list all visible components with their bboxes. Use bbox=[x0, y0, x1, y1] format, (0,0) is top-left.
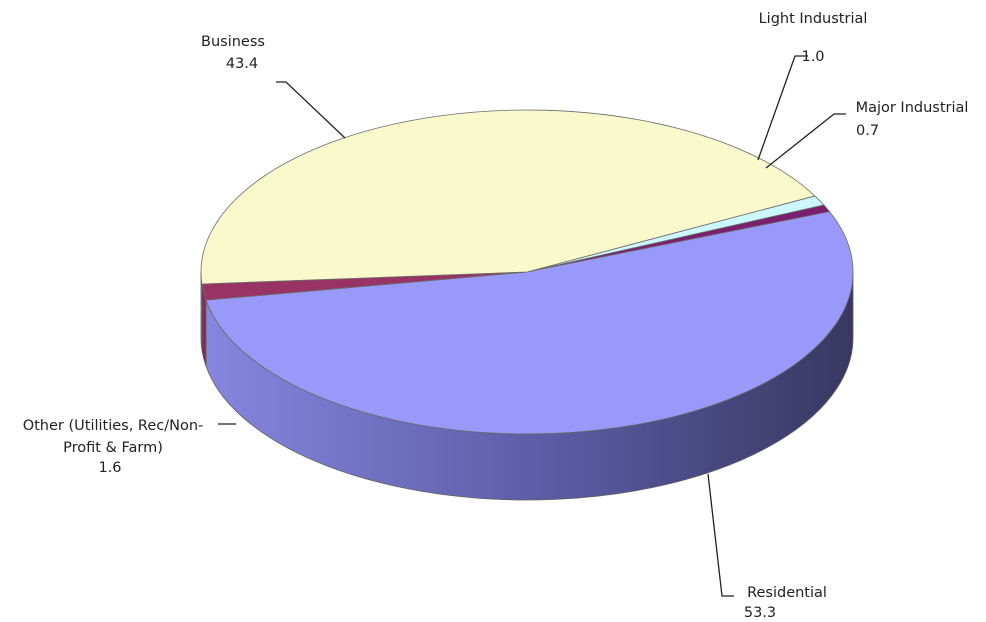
label-light-industrial: Light Industrial 1.0 bbox=[759, 11, 868, 65]
label-residential-name: Residential bbox=[747, 585, 827, 601]
leader-line-major-industrial bbox=[765, 113, 846, 169]
label-major-industrial-name: Major Industrial bbox=[856, 100, 969, 116]
leader-line-residential bbox=[707, 473, 734, 597]
label-business-name: Business bbox=[201, 34, 265, 50]
label-other-value: 1.6 bbox=[98, 460, 121, 476]
label-other-line2: Profit & Farm) bbox=[63, 440, 163, 456]
label-residential: Residential 53.3 bbox=[744, 585, 827, 621]
leader-line-light-industrial bbox=[757, 55, 808, 161]
leader-line-business bbox=[276, 81, 346, 139]
label-residential-value: 53.3 bbox=[744, 605, 776, 621]
label-business-value: 43.4 bbox=[226, 56, 258, 72]
label-light-industrial-value: 1.0 bbox=[801, 49, 824, 65]
label-other-line1: Other (Utilities, Rec/Non- bbox=[23, 418, 204, 434]
label-major-industrial: Major Industrial 0.7 bbox=[856, 100, 969, 139]
label-major-industrial-value: 0.7 bbox=[856, 123, 879, 139]
label-other: Other (Utilities, Rec/Non- Profit & Farm… bbox=[23, 418, 204, 476]
pie-top-faces bbox=[200, 109, 854, 435]
pie-slice-business bbox=[200, 109, 816, 285]
label-business: Business 43.4 bbox=[201, 34, 265, 72]
pie-slice-residential bbox=[205, 211, 854, 435]
label-light-industrial-name: Light Industrial bbox=[759, 11, 868, 27]
